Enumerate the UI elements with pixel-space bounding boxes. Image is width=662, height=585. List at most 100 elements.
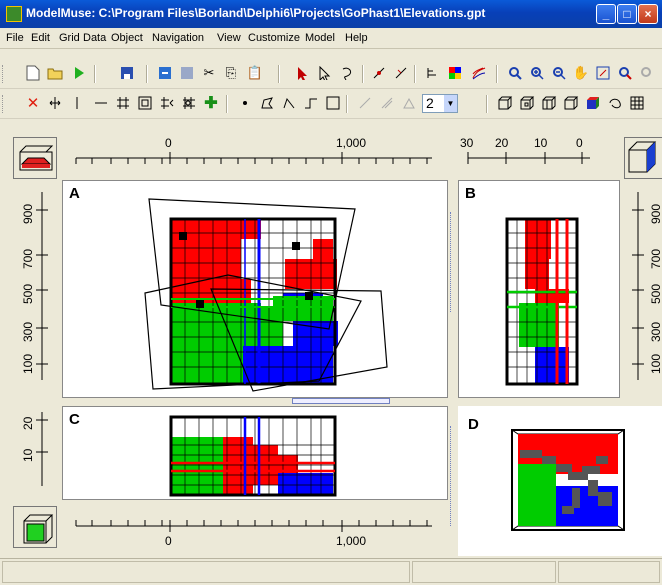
create-line-icon[interactable] <box>280 94 298 112</box>
delete-vertex-icon[interactable] <box>392 64 410 82</box>
add-row-icon[interactable] <box>92 94 110 112</box>
toolbar-grip[interactable] <box>2 65 6 83</box>
top-view-grid <box>144 198 388 392</box>
move-column-icon[interactable] <box>46 94 64 112</box>
generate-grid-icon[interactable] <box>136 94 154 112</box>
straight-line-icon <box>356 94 374 112</box>
ruler-label: 300 <box>21 322 35 342</box>
layer-combo-value: 2 <box>426 95 434 111</box>
create-rectangle-icon[interactable] <box>324 94 342 112</box>
side-view-panel[interactable]: B <box>458 180 620 398</box>
front-view-button[interactable] <box>13 506 57 548</box>
3d-view-panel[interactable]: D <box>458 406 662 556</box>
add-point-icon[interactable]: ✚ <box>204 95 218 112</box>
3d-view-model <box>511 429 625 531</box>
toolbar-grip[interactable] <box>2 95 6 113</box>
ruler-label: 10 <box>534 136 548 150</box>
ruler-label: 30 <box>460 136 474 150</box>
pan-icon[interactable]: ✋ <box>572 65 590 80</box>
cube-front-icon[interactable] <box>496 94 514 112</box>
cut-icon[interactable]: ✂ <box>203 65 215 80</box>
left-ruler-c: 20 10 <box>14 406 60 500</box>
add-vertex-icon[interactable] <box>370 64 388 82</box>
ruler-label: 500 <box>649 284 662 304</box>
main-toolbar: ✂ ⎘ 📋 ✋ <box>0 60 662 89</box>
minimize-button[interactable]: _ <box>596 4 616 24</box>
maximize-button[interactable]: □ <box>617 4 637 24</box>
create-point-icon[interactable] <box>236 94 254 112</box>
cube-colored-icon[interactable] <box>584 94 602 112</box>
ruler-label: 300 <box>649 322 662 342</box>
menu-data[interactable]: Data <box>83 32 107 44</box>
ruler-label: 700 <box>649 249 662 269</box>
copy-icon[interactable]: ⎘ <box>225 65 237 80</box>
menu-navigation[interactable]: Navigation <box>152 32 204 44</box>
window-title: ModelMuse: C:\Program Files\Borland\Delp… <box>26 6 486 20</box>
vertical-splitter-lower[interactable] <box>450 426 456 526</box>
cube-top-icon[interactable] <box>518 94 536 112</box>
menu-object[interactable]: Object <box>111 32 143 44</box>
run-icon[interactable] <box>70 64 88 82</box>
restore-zoom-icon[interactable] <box>616 64 634 82</box>
ruler-label: 1,000 <box>336 534 367 548</box>
menu-edit[interactable]: Edit <box>31 32 50 44</box>
status-cell <box>412 561 556 583</box>
subdivide-icon[interactable] <box>158 94 176 112</box>
add-line-icon[interactable] <box>68 94 86 112</box>
create-polyline-icon[interactable] <box>302 94 320 112</box>
menu-file[interactable]: File <box>6 32 24 44</box>
top-view-cube-icon <box>19 145 54 171</box>
vertical-splitter[interactable] <box>450 212 456 312</box>
rotate-grid-icon[interactable] <box>180 94 198 112</box>
side-view-grid <box>505 217 579 386</box>
front-view-cube-icon <box>23 514 54 544</box>
zoom-out-icon[interactable] <box>550 64 568 82</box>
open-file-icon[interactable] <box>46 64 64 82</box>
window-title-bar: ModelMuse: C:\Program Files\Borland\Delp… <box>0 0 662 28</box>
grid-spacing-icon[interactable] <box>424 64 442 82</box>
color-grid-icon[interactable] <box>446 64 464 82</box>
zoom-extent-icon[interactable] <box>594 64 612 82</box>
side-view-cube-icon <box>628 141 657 173</box>
menu-view[interactable]: View <box>217 32 241 44</box>
close-button[interactable]: × <box>638 4 658 24</box>
delete-column-icon[interactable]: ✕ <box>26 95 40 112</box>
cube-3d-icon[interactable] <box>562 94 580 112</box>
undo-icon[interactable] <box>156 64 174 82</box>
top-view-panel[interactable]: A <box>62 180 448 398</box>
select-point-icon[interactable] <box>316 64 334 82</box>
shape-icon <box>400 94 418 112</box>
menu-model[interactable]: Model <box>305 32 335 44</box>
ruler-label: 700 <box>21 249 35 269</box>
ruler-label: 0 <box>576 136 583 150</box>
contour-icon[interactable] <box>470 64 488 82</box>
menu-bar: File Edit Grid Data Object Navigation Vi… <box>0 28 662 49</box>
side-view-button[interactable] <box>624 137 662 179</box>
horizontal-splitter[interactable] <box>292 398 390 404</box>
select-arrow-icon[interactable] <box>294 64 312 82</box>
menu-customize[interactable]: Customize <box>248 32 300 44</box>
ruler-label: 20 <box>495 136 509 150</box>
layer-combo[interactable]: 2 ▼ <box>422 94 458 113</box>
rotate-view-icon[interactable] <box>606 94 624 112</box>
save-icon[interactable] <box>118 64 136 82</box>
chevron-down-icon[interactable]: ▼ <box>444 95 457 112</box>
cube-side-icon[interactable] <box>540 94 558 112</box>
redo-icon[interactable] <box>178 64 196 82</box>
grid-view-icon[interactable] <box>628 94 646 112</box>
ruler-label: 100 <box>21 354 35 374</box>
paste-icon[interactable]: 📋 <box>246 65 264 80</box>
create-polygon-icon[interactable] <box>258 94 276 112</box>
zoom-disabled-icon <box>638 64 656 82</box>
new-file-icon[interactable] <box>24 64 42 82</box>
menu-help[interactable]: Help <box>345 32 368 44</box>
menu-grid[interactable]: Grid <box>59 32 80 44</box>
grid-icon[interactable] <box>114 94 132 112</box>
top-view-button[interactable] <box>13 137 57 179</box>
zoom-in-icon[interactable] <box>528 64 546 82</box>
lasso-icon[interactable] <box>338 64 356 82</box>
front-view-panel[interactable]: C <box>62 406 448 500</box>
panel-label-b: B <box>465 185 476 202</box>
panel-label-a: A <box>69 185 80 202</box>
zoom-icon[interactable] <box>506 64 524 82</box>
